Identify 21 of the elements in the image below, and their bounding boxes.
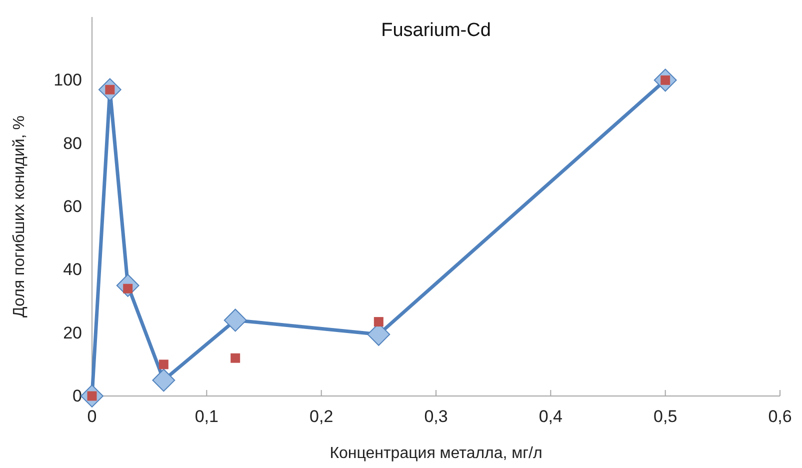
y-tick-label: 40 [63,260,82,280]
x-tick-label: 0,6 [768,407,792,426]
x-tick-label: 0,2 [310,407,334,426]
point [224,308,247,332]
x-tick-label: 0,4 [538,407,562,426]
y-tick-label: 0 [72,386,82,406]
point [374,317,384,327]
x-axis-title: Концентрация металла, мг/л [330,445,542,462]
y-tick-label: 60 [63,196,82,216]
y-axis-title: Доля погибших конидий, % [11,116,28,318]
y-tick-label: 20 [63,323,82,342]
chart-title: Fusarium-Cd [381,20,491,41]
point [158,360,168,370]
y-tick-label: 80 [63,134,82,153]
y-tick-label: 100 [54,70,82,90]
point [152,368,176,392]
x-tick-label: 0,5 [654,407,678,426]
point [230,353,240,363]
x-tick-label: 0 [87,407,97,426]
x-tick-label: 0,1 [194,407,218,426]
x-tick-label: 0,3 [424,407,448,426]
